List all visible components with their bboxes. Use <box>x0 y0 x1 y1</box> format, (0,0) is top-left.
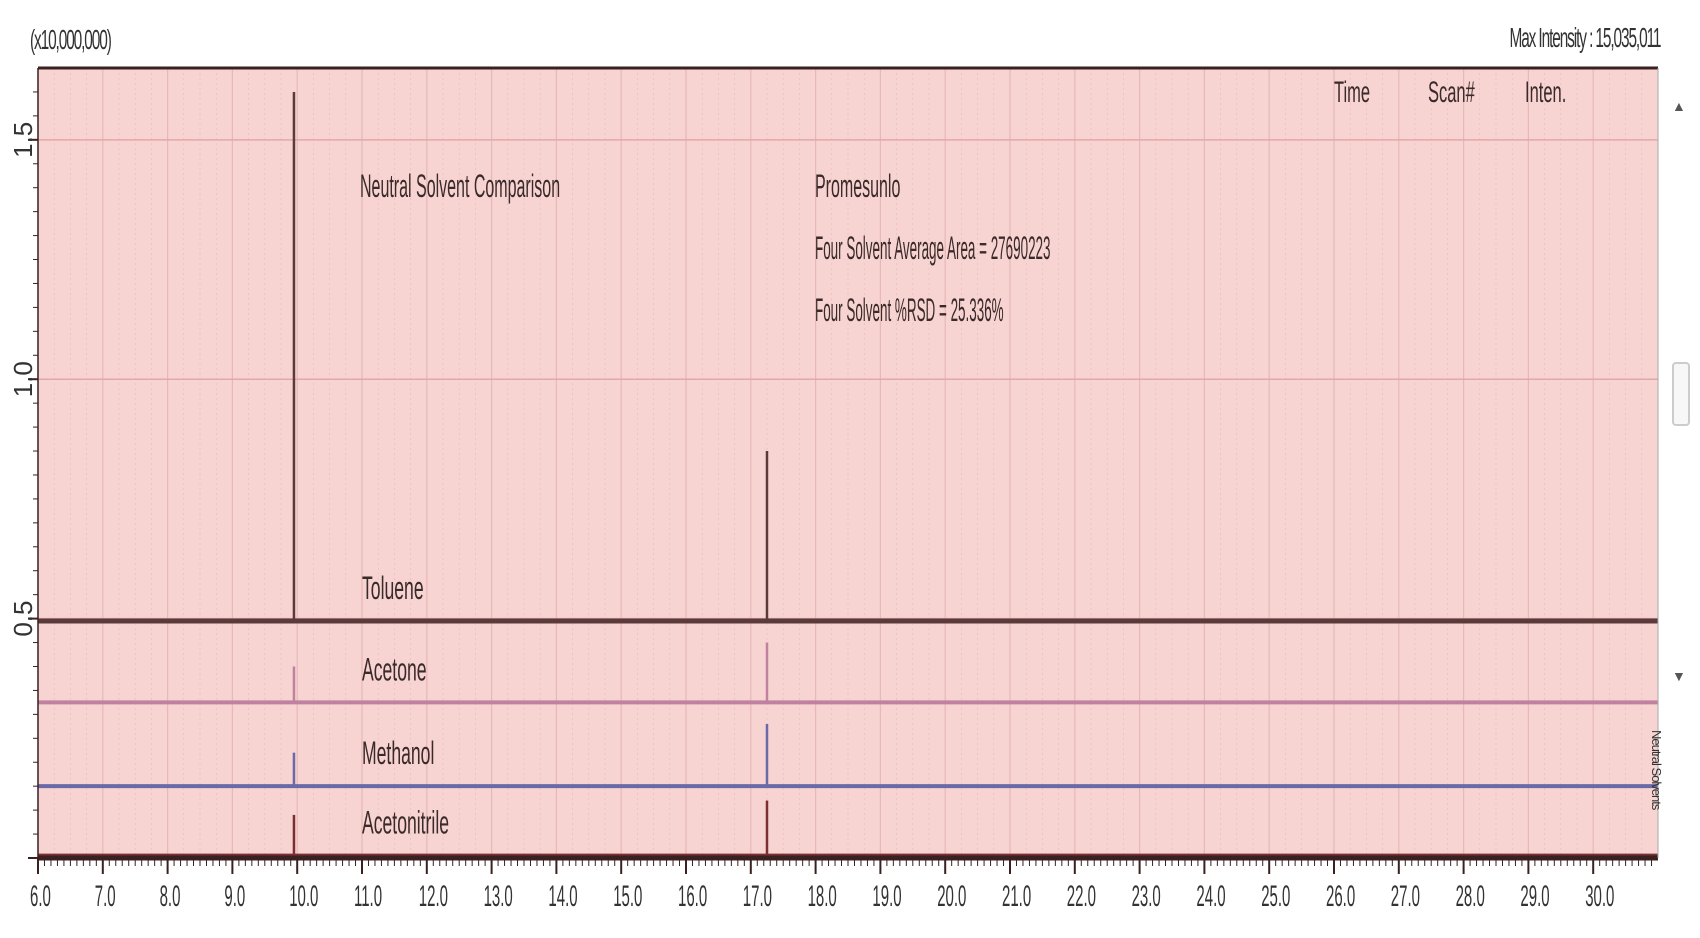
x-tick-label: 19.0 <box>872 881 901 914</box>
x-tick-label: 25.0 <box>1261 881 1290 914</box>
x-tick-label: 7.0 <box>95 881 116 914</box>
x-tick-label: 6.0 <box>30 881 51 914</box>
x-tick-label: 22.0 <box>1067 881 1096 914</box>
axis-layer: 6.0 7.0 8.0 9.0 10.0 11.0 12.0 13.0 14.0 15.0 16.0… <box>8 66 1659 914</box>
x-tick-label: 28.0 <box>1456 881 1485 914</box>
y-tick-label: 1.0 <box>8 361 38 397</box>
x-tick-label: 27.0 <box>1391 881 1420 914</box>
scroll-up-icon[interactable]: ▲ <box>1672 98 1686 114</box>
x-tick-label: 13.0 <box>484 881 513 914</box>
x-tick-label: 12.0 <box>419 881 448 914</box>
y-axis-multiplier: (x10,000,000) <box>30 24 112 55</box>
x-tick-label: 23.0 <box>1132 881 1161 914</box>
series-label-acetone: Acetone <box>362 653 427 688</box>
max-intensity-label: Max Intensity : 15,035,011 <box>1509 22 1661 53</box>
side-vertical-label: Neutral Solvents <box>1649 730 1664 810</box>
x-tick-label: 24.0 <box>1196 881 1225 914</box>
annotation-method: Promesunlo <box>815 168 901 204</box>
y-tick-label: 1.5 <box>8 122 38 158</box>
x-tick-label: 26.0 <box>1326 881 1355 914</box>
series-label-acetonitrile: Acetonitrile <box>362 806 449 841</box>
x-tick-label: 29.0 <box>1520 881 1549 914</box>
x-tick-label: 14.0 <box>548 881 577 914</box>
table-col-time: Time <box>1334 76 1371 109</box>
label-layer: Toluene Acetone Methanol Acetonitrile <box>362 572 449 841</box>
x-tick-label: 8.0 <box>160 881 181 914</box>
annotation-rsd: Four Solvent %RSD = 25.336% <box>815 292 1004 328</box>
x-tick-label: 10.0 <box>289 881 318 914</box>
x-tick-label: 11.0 <box>354 881 382 914</box>
series-label-toluene: Toluene <box>362 572 424 607</box>
x-tick-label: 15.0 <box>613 881 642 914</box>
scrollbar-thumb[interactable] <box>1672 362 1690 426</box>
scroll-down-icon[interactable]: ▼ <box>1672 668 1686 684</box>
x-tick-label: 9.0 <box>224 881 245 914</box>
annotation-title: Neutral Solvent Comparison <box>360 168 561 204</box>
x-tick-label: 21.0 <box>1002 881 1031 914</box>
x-tick-label: 20.0 <box>937 881 966 914</box>
x-tick-label: 16.0 <box>678 881 707 914</box>
series-label-methanol: Methanol <box>362 737 434 772</box>
x-tick-label: 17.0 <box>743 881 772 914</box>
annotation-avg-area: Four Solvent Average Area = 27690223 <box>815 230 1051 266</box>
table-col-scan: Scan# <box>1428 76 1475 109</box>
peak-layer <box>292 91 769 856</box>
x-tick-label: 30.0 <box>1585 881 1614 914</box>
table-col-intensity: Inten. <box>1525 76 1567 109</box>
x-tick-label: 18.0 <box>808 881 837 914</box>
y-tick-label: 0.5 <box>8 601 38 637</box>
